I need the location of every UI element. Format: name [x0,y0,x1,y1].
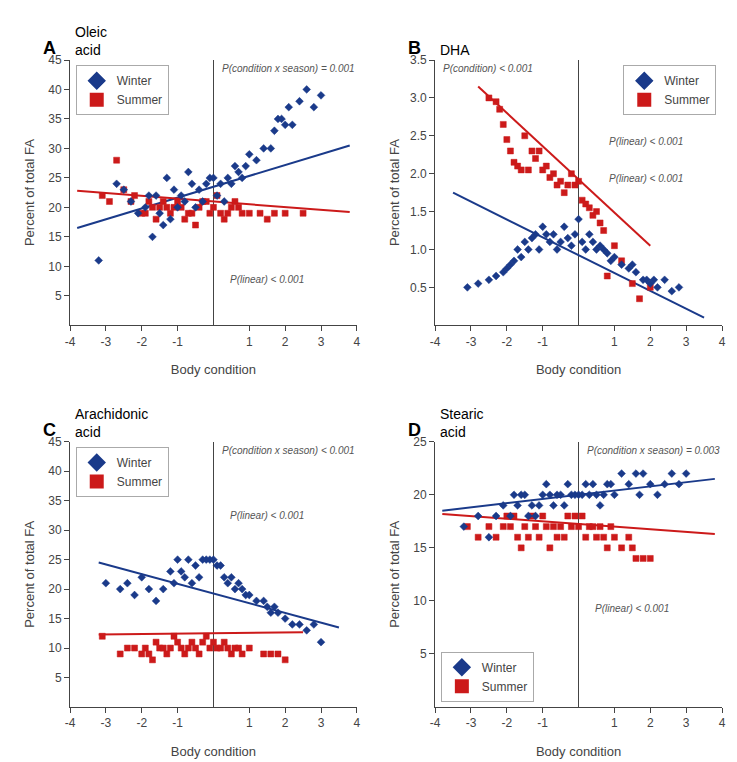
svg-text:Percent of total FA: Percent of total FA [387,139,402,246]
svg-text:4: 4 [354,716,361,730]
svg-text:2: 2 [282,335,289,349]
svg-text:P(condition x season) = 0.001: P(condition x season) = 0.001 [222,63,355,74]
svg-text:0.5: 0.5 [410,281,427,295]
svg-text:4: 4 [719,335,726,349]
svg-text:35: 35 [48,112,62,126]
svg-text:DHA: DHA [440,42,470,58]
svg-text:-3: -3 [101,716,112,730]
svg-text:Body condition: Body condition [171,744,256,759]
svg-text:30: 30 [48,142,62,156]
svg-text:-3: -3 [466,716,477,730]
svg-text:P(linear) < 0.001: P(linear) < 0.001 [609,173,683,184]
svg-text:-4: -4 [430,335,441,349]
svg-text:-1: -1 [172,716,183,730]
svg-text:Summer: Summer [664,93,709,107]
svg-text:Percent of total FA: Percent of total FA [387,521,402,628]
svg-text:4: 4 [354,335,361,349]
svg-text:P(linear) < 0.001: P(linear) < 0.001 [230,274,304,285]
svg-text:1: 1 [246,335,253,349]
svg-text:A: A [43,38,56,58]
svg-text:2.5: 2.5 [410,129,427,143]
svg-text:15: 15 [48,230,62,244]
svg-text:Arachidonicacid: Arachidonicacid [75,406,148,440]
svg-text:Summer: Summer [482,680,527,694]
svg-text:P(linear) < 0.001: P(linear) < 0.001 [609,136,683,147]
svg-text:10: 10 [48,641,62,655]
svg-text:Oleicacid: Oleicacid [75,24,107,58]
svg-text:-2: -2 [502,335,513,349]
svg-text:Summer: Summer [117,475,162,489]
svg-text:Percent of total FA: Percent of total FA [22,139,37,246]
svg-text:Percent of total FA: Percent of total FA [22,521,37,628]
svg-text:Body condition: Body condition [171,362,256,377]
svg-text:40: 40 [48,83,62,97]
svg-text:-2: -2 [136,716,147,730]
svg-text:-1: -1 [537,716,548,730]
svg-text:25: 25 [413,435,427,449]
svg-text:-3: -3 [101,335,112,349]
svg-text:1.5: 1.5 [410,205,427,219]
svg-text:20: 20 [48,201,62,215]
svg-text:P(condition) < 0.001: P(condition) < 0.001 [443,63,533,74]
svg-text:Winter: Winter [117,456,152,470]
svg-text:3: 3 [683,716,690,730]
svg-text:-4: -4 [65,335,76,349]
svg-text:-1: -1 [172,335,183,349]
svg-text:D: D [408,420,421,440]
svg-text:2: 2 [647,335,654,349]
svg-text:Summer: Summer [117,93,162,107]
svg-text:35: 35 [48,494,62,508]
svg-text:45: 45 [48,435,62,449]
svg-text:3: 3 [318,335,325,349]
svg-text:Winter: Winter [664,74,699,88]
svg-text:20: 20 [48,582,62,596]
svg-text:4: 4 [719,716,726,730]
svg-text:5: 5 [55,671,62,685]
svg-text:10: 10 [48,260,62,274]
svg-text:25: 25 [48,553,62,567]
svg-text:1: 1 [246,716,253,730]
svg-text:3.0: 3.0 [410,91,427,105]
svg-text:-2: -2 [136,335,147,349]
svg-text:P(condition x season) = 0.003: P(condition x season) = 0.003 [587,445,720,456]
svg-text:25: 25 [48,171,62,185]
svg-text:P(condition x season) < 0.001: P(condition x season) < 0.001 [222,445,355,456]
svg-text:3: 3 [683,335,690,349]
svg-text:Body condition: Body condition [536,744,621,759]
svg-text:-4: -4 [65,716,76,730]
svg-text:C: C [43,420,56,440]
svg-text:15: 15 [48,612,62,626]
svg-text:-2: -2 [502,716,513,730]
svg-text:-1: -1 [537,335,548,349]
svg-text:40: 40 [48,464,62,478]
svg-text:Winter: Winter [482,661,517,675]
svg-text:15: 15 [413,541,427,555]
svg-text:2: 2 [647,716,654,730]
svg-text:3: 3 [318,716,325,730]
svg-text:2: 2 [282,716,289,730]
svg-text:3.5: 3.5 [410,53,427,67]
svg-text:P(linear) < 0.001: P(linear) < 0.001 [230,510,304,521]
svg-text:-4: -4 [430,716,441,730]
svg-text:B: B [408,38,421,58]
svg-text:30: 30 [48,523,62,537]
svg-text:2.0: 2.0 [410,167,427,181]
svg-text:1: 1 [611,335,618,349]
svg-text:Body condition: Body condition [536,362,621,377]
svg-text:5: 5 [420,647,427,661]
svg-text:20: 20 [413,488,427,502]
svg-text:-3: -3 [466,335,477,349]
svg-text:10: 10 [413,594,427,608]
svg-text:1: 1 [611,716,618,730]
svg-text:5: 5 [55,289,62,303]
svg-text:Stearicacid: Stearicacid [440,406,484,440]
svg-text:45: 45 [48,53,62,67]
svg-text:Winter: Winter [117,74,152,88]
svg-text:P(linear) < 0.001: P(linear) < 0.001 [595,603,669,614]
svg-text:1.0: 1.0 [410,243,427,257]
